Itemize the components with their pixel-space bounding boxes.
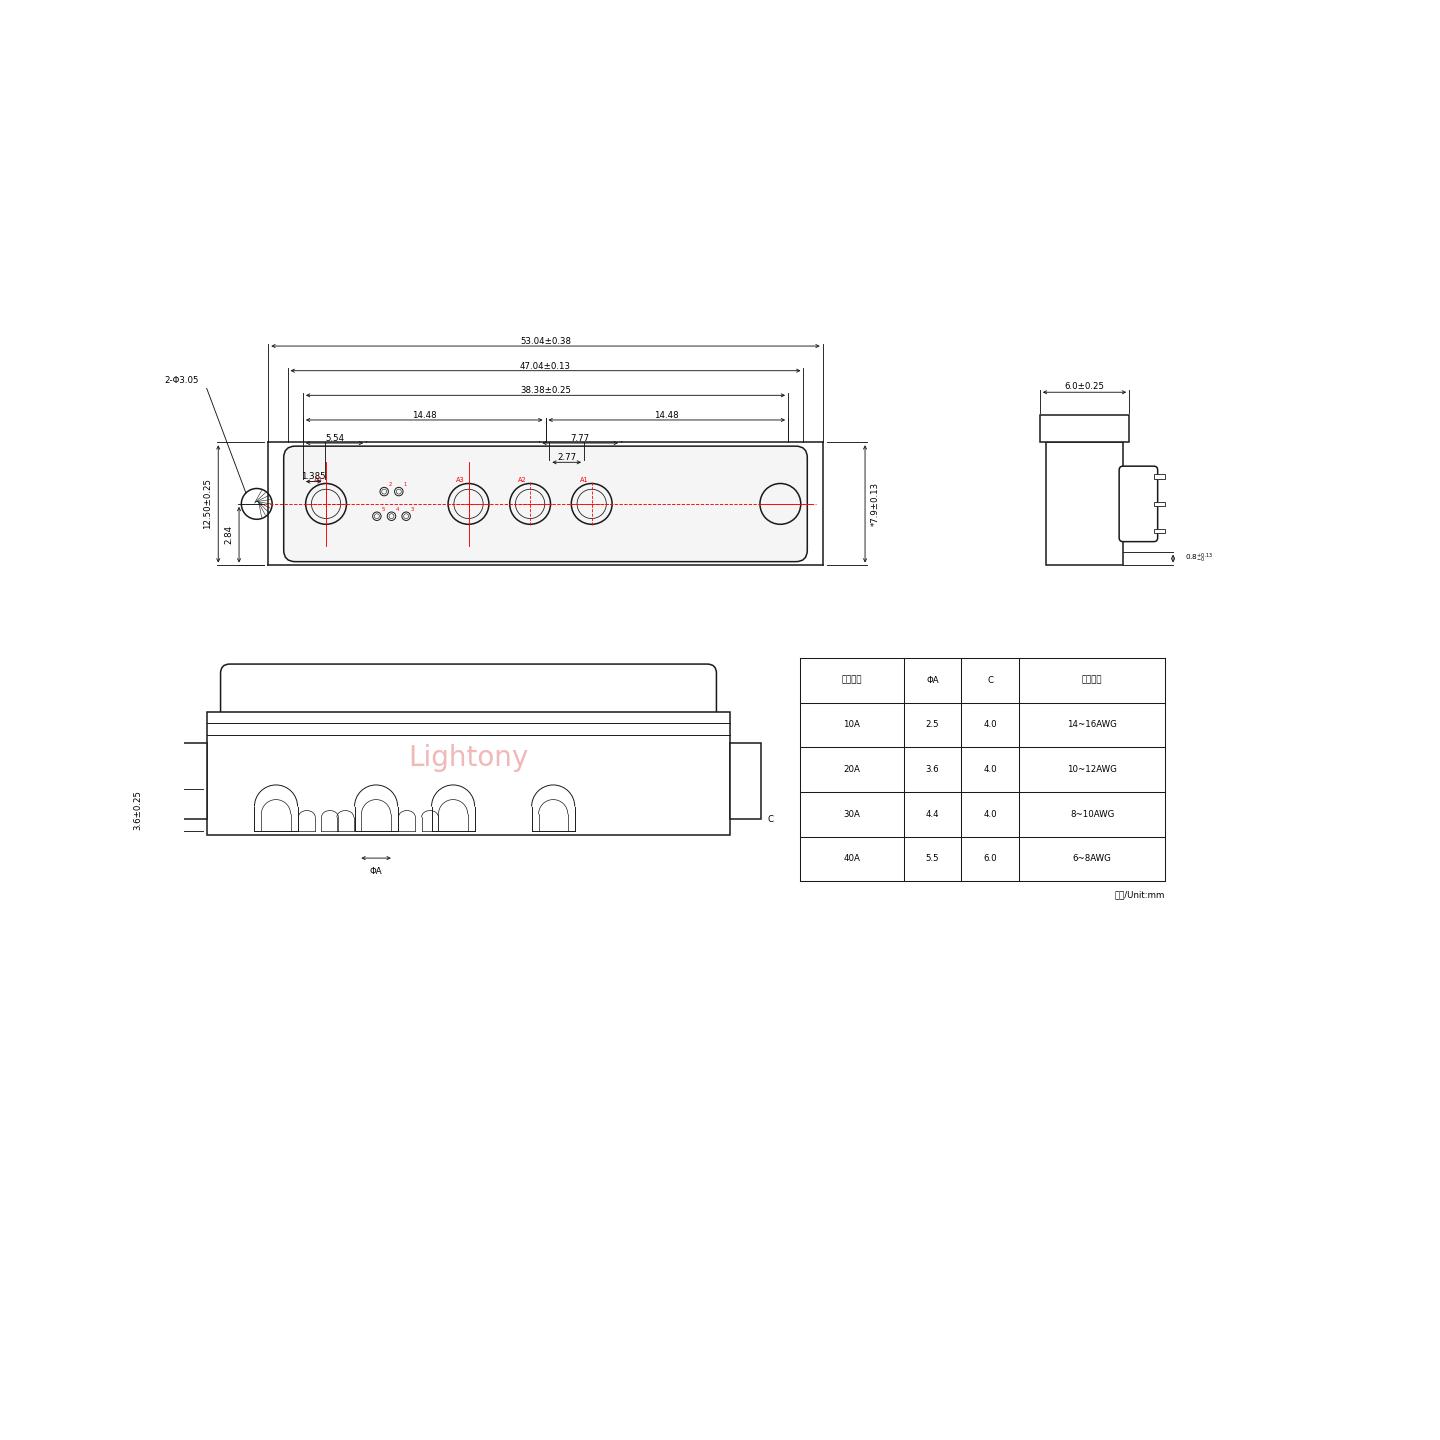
Bar — [1153, 501, 1165, 507]
Text: 2.77: 2.77 — [557, 454, 576, 462]
Bar — [1153, 475, 1165, 480]
Text: 53.04±0.38: 53.04±0.38 — [520, 337, 572, 346]
Text: 3: 3 — [410, 507, 415, 511]
Text: 1: 1 — [403, 482, 408, 487]
Text: 5.5: 5.5 — [926, 854, 939, 864]
Text: 线材规格: 线材规格 — [1081, 675, 1103, 685]
Bar — [1045, 442, 1123, 566]
Text: 3.6±0.25: 3.6±0.25 — [134, 791, 143, 829]
Bar — [176, 743, 207, 819]
Text: 7.77: 7.77 — [570, 433, 590, 444]
Text: 5.54: 5.54 — [325, 433, 344, 444]
Text: 4.0: 4.0 — [984, 720, 996, 730]
Text: 2: 2 — [389, 482, 392, 487]
Text: ΦA: ΦA — [370, 867, 383, 877]
Text: 1.385: 1.385 — [301, 472, 325, 481]
Text: 2-Φ3.05: 2-Φ3.05 — [164, 376, 199, 384]
Text: C: C — [988, 675, 994, 685]
Text: ΦA: ΦA — [926, 675, 939, 685]
Text: 4.4: 4.4 — [926, 809, 939, 819]
Text: A4: A4 — [314, 477, 323, 482]
Text: A3: A3 — [456, 477, 465, 482]
Text: 5: 5 — [382, 507, 384, 511]
Bar — [1153, 528, 1165, 533]
Bar — [207, 711, 730, 835]
Text: Lightony: Lightony — [409, 744, 528, 772]
Text: 47.04±0.13: 47.04±0.13 — [520, 361, 572, 370]
Text: 4.0: 4.0 — [984, 809, 996, 819]
FancyBboxPatch shape — [284, 446, 808, 562]
Text: 2.5: 2.5 — [926, 720, 939, 730]
Text: 4: 4 — [396, 507, 399, 511]
Text: 14.48: 14.48 — [412, 410, 436, 420]
Text: 38.38±0.25: 38.38±0.25 — [520, 386, 572, 395]
Text: 单位/Unit:mm: 单位/Unit:mm — [1115, 890, 1165, 900]
Bar — [1040, 415, 1129, 442]
Text: 4.0: 4.0 — [984, 765, 996, 775]
Text: 14.48: 14.48 — [654, 410, 680, 420]
Text: $0.8^{+0.13}_{-0}$: $0.8^{+0.13}_{-0}$ — [1185, 552, 1214, 566]
Text: 6.0±0.25: 6.0±0.25 — [1064, 383, 1104, 392]
Text: 10~12AWG: 10~12AWG — [1067, 765, 1117, 775]
Text: 额定电流: 额定电流 — [841, 675, 861, 685]
Text: 3.6: 3.6 — [926, 765, 939, 775]
Text: 12.50±0.25: 12.50±0.25 — [203, 478, 212, 530]
FancyBboxPatch shape — [1119, 467, 1158, 541]
Text: 6.0: 6.0 — [984, 854, 996, 864]
Text: 6~8AWG: 6~8AWG — [1073, 854, 1112, 864]
Text: 30A: 30A — [844, 809, 860, 819]
Text: 14~16AWG: 14~16AWG — [1067, 720, 1117, 730]
FancyBboxPatch shape — [220, 664, 717, 721]
Bar — [730, 743, 762, 819]
Text: 2.84: 2.84 — [223, 526, 233, 544]
Text: *7.9±0.13: *7.9±0.13 — [871, 482, 880, 526]
Text: 20A: 20A — [844, 765, 860, 775]
Text: 40A: 40A — [844, 854, 860, 864]
Text: 10A: 10A — [844, 720, 860, 730]
Text: C: C — [768, 815, 773, 824]
Text: A1: A1 — [579, 477, 588, 482]
Text: 8~10AWG: 8~10AWG — [1070, 809, 1115, 819]
Text: A2: A2 — [518, 477, 527, 482]
